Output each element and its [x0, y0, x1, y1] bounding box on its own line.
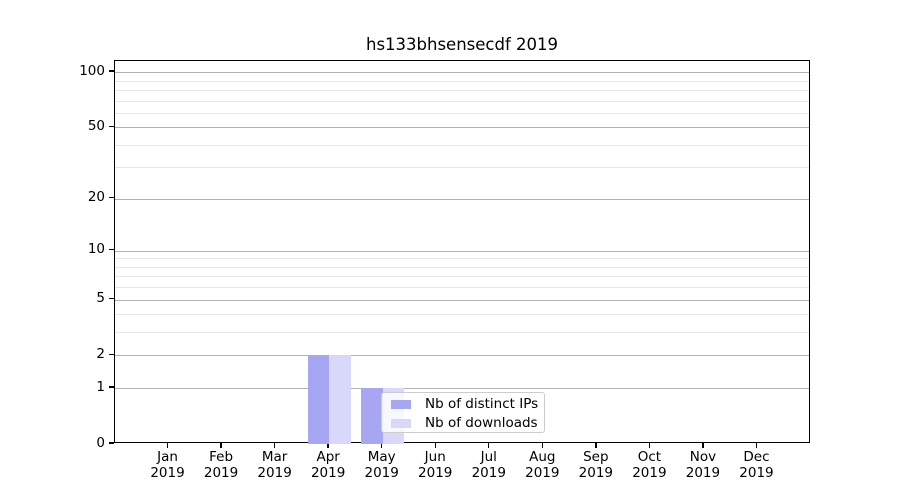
- x-tick-label: Aug 2019: [506, 449, 578, 481]
- plot-area: [114, 60, 810, 444]
- x-tick: [488, 443, 490, 448]
- y-tick-label: 10: [87, 241, 105, 258]
- minor-gridline: [115, 258, 809, 260]
- x-tick-label: Sep 2019: [560, 449, 632, 481]
- x-tick-label-year: 2019: [739, 465, 774, 481]
- chart-title: hs133bhsensecdf 2019: [365, 35, 559, 54]
- x-tick: [541, 443, 543, 448]
- legend-swatch-distinct-ips-icon: [391, 400, 411, 409]
- x-tick-label-month: Oct: [637, 449, 662, 465]
- x-tick-label-year: 2019: [685, 465, 721, 481]
- y-tick: [109, 70, 114, 72]
- minor-gridline: [115, 167, 809, 169]
- x-tick: [755, 443, 758, 448]
- legend-swatch-downloads-icon: [391, 419, 411, 428]
- bar-nb-of-downloads-apr: [329, 355, 351, 444]
- x-tick-label: Feb 2019: [185, 449, 257, 481]
- x-tick-label-month: Sep: [583, 449, 609, 465]
- y-tick-label: 5: [96, 290, 105, 307]
- x-tick-label-year: 2019: [364, 465, 399, 481]
- x-tick-label-year: 2019: [525, 465, 560, 481]
- y-tick: [109, 249, 114, 251]
- x-tick-label-month: Jul: [480, 449, 497, 465]
- y-tick: [109, 386, 114, 388]
- x-tick-label-month: Feb: [209, 449, 234, 465]
- y-tick-label: 20: [87, 189, 105, 206]
- x-tick-label: Jul 2019: [453, 449, 525, 481]
- minor-gridline: [115, 287, 809, 289]
- legend-item-downloads: Nb of downloads: [382, 415, 544, 432]
- minor-gridline: [115, 314, 809, 316]
- x-tick-label: Nov 2019: [667, 449, 739, 481]
- major-gridline: [115, 127, 809, 129]
- x-tick-label: Oct 2019: [613, 449, 685, 481]
- x-tick-label: Dec 2019: [720, 449, 792, 481]
- x-tick-label: Apr 2019: [292, 449, 364, 481]
- major-gridline: [115, 388, 809, 390]
- bar-nb-of-distinct-ips-apr: [307, 355, 330, 444]
- x-tick-label-year: 2019: [150, 465, 185, 481]
- x-tick-label-year: 2019: [632, 465, 667, 481]
- x-tick-label-month: Jan: [157, 449, 178, 465]
- legend-label-downloads: Nb of downloads: [425, 415, 538, 431]
- x-tick-label: Mar 2019: [239, 449, 311, 481]
- y-tick: [109, 125, 114, 127]
- x-tick: [648, 443, 651, 448]
- minor-gridline: [115, 276, 809, 278]
- y-tick-label: 1: [96, 378, 105, 395]
- y-tick-label: 0: [96, 434, 105, 451]
- x-tick-label-year: 2019: [471, 465, 506, 481]
- minor-gridline: [115, 80, 809, 82]
- major-gridline: [115, 198, 809, 200]
- x-tick: [380, 443, 383, 448]
- y-tick: [109, 197, 114, 199]
- x-tick-label: Jun 2019: [399, 449, 471, 481]
- x-tick: [220, 443, 222, 448]
- x-tick-label-year: 2019: [257, 465, 292, 481]
- y-tick-label: 50: [87, 117, 105, 134]
- y-tick: [109, 442, 114, 444]
- bar-nb-of-distinct-ips-may: [361, 388, 383, 444]
- x-tick-label-month: Dec: [743, 449, 770, 465]
- minor-gridline: [115, 112, 809, 114]
- major-gridline: [115, 250, 809, 252]
- x-tick: [702, 443, 704, 448]
- x-tick-label: Jan 2019: [132, 449, 204, 481]
- minor-gridline: [115, 332, 809, 334]
- x-tick-label-year: 2019: [203, 465, 239, 481]
- x-tick: [327, 443, 329, 448]
- legend-label-distinct-ips: Nb of distinct IPs: [425, 396, 539, 412]
- minor-gridline: [115, 144, 809, 146]
- y-tick: [109, 353, 114, 356]
- major-gridline: [115, 72, 809, 74]
- legend-item-distinct-ips: Nb of distinct IPs: [382, 396, 544, 413]
- x-tick-label: May 2019: [346, 449, 418, 481]
- x-tick: [434, 443, 436, 448]
- minor-gridline: [115, 266, 809, 268]
- x-tick-label-year: 2019: [578, 465, 614, 481]
- x-tick-label-year: 2019: [310, 465, 346, 481]
- major-gridline: [115, 355, 809, 357]
- x-tick-label-month: Apr: [316, 449, 340, 465]
- major-gridline: [115, 299, 809, 301]
- legend: Nb of distinct IPs Nb of downloads: [381, 392, 545, 433]
- x-tick-label-year: 2019: [418, 465, 453, 481]
- x-tick-label-month: May: [367, 449, 396, 465]
- x-tick-label-month: Mar: [261, 449, 288, 465]
- minor-gridline: [115, 89, 809, 91]
- minor-gridline: [115, 100, 809, 102]
- x-tick: [273, 443, 276, 448]
- y-tick-label: 2: [96, 345, 105, 362]
- x-tick-label-month: Nov: [689, 449, 717, 465]
- x-tick-label-month: Aug: [529, 449, 556, 465]
- x-tick: [595, 443, 597, 448]
- y-tick-label: 100: [79, 62, 105, 79]
- x-tick-label-month: Jun: [424, 449, 446, 465]
- y-tick: [109, 297, 114, 300]
- x-tick: [166, 443, 169, 448]
